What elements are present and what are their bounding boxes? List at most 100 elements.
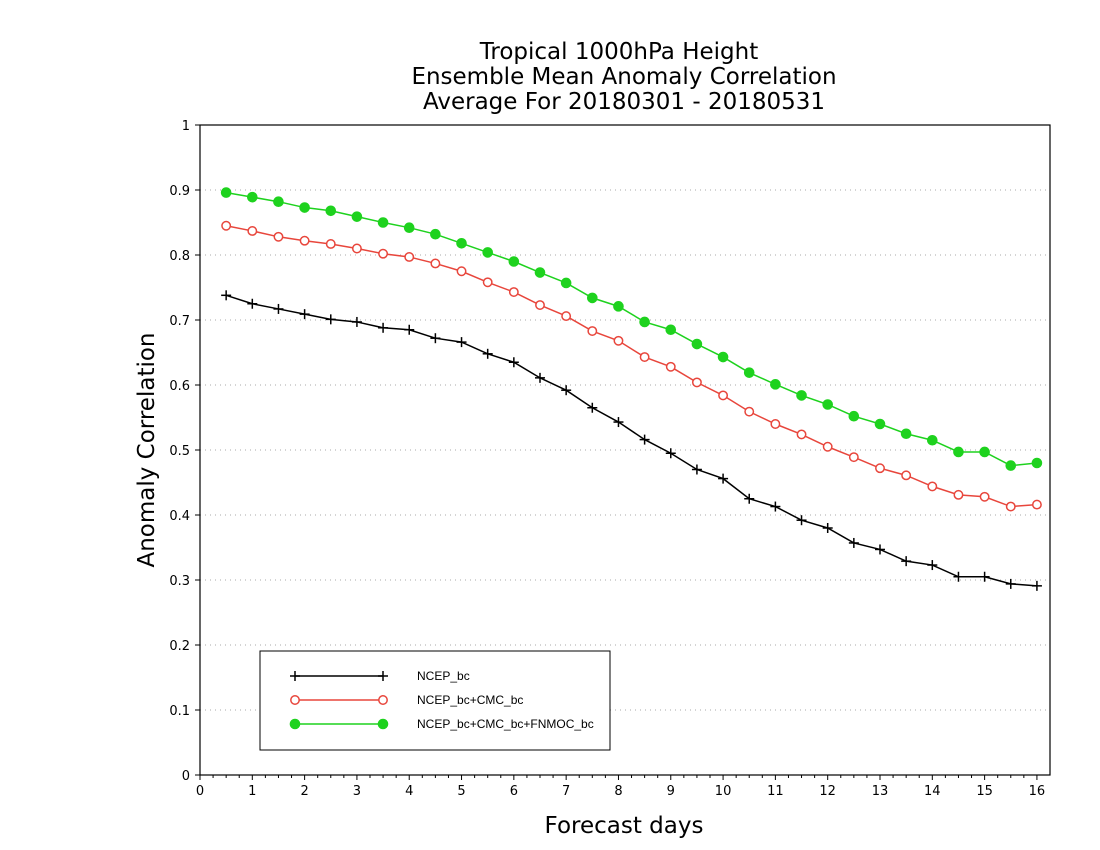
series-line: [225, 294, 1037, 587]
gridlines: [200, 189, 1050, 711]
data-point: [1005, 501, 1016, 512]
data-point: [770, 501, 781, 512]
data-point: [247, 226, 258, 236]
data-point: [561, 385, 572, 396]
data-point: [378, 248, 389, 259]
data-point: [927, 434, 938, 446]
y-tick-label: 0.8: [169, 249, 190, 264]
data-point: [613, 335, 624, 346]
data-point: [325, 314, 336, 325]
x-tick-label: 2: [300, 784, 308, 799]
data-point: [665, 361, 676, 372]
data-point: [273, 231, 284, 242]
series-layer: [220, 187, 1043, 591]
legend-marker-start: [290, 695, 300, 705]
legend: NCEP_bc NCEP_bc+CMC_bc NCEP_bc+CMC_bc+FNMO…: [259, 650, 611, 751]
data-point: [717, 351, 729, 363]
x-tick-label: 15: [976, 784, 993, 799]
x-tick-label: 10: [715, 784, 732, 799]
data-point: [404, 324, 415, 335]
data-point: [299, 235, 310, 246]
data-point: [822, 523, 833, 533]
data-point: [848, 452, 859, 463]
data-point: [744, 406, 755, 417]
data-point: [691, 377, 702, 388]
data-point: [587, 292, 598, 304]
data-point: [561, 311, 572, 322]
data-point: [351, 211, 363, 222]
y-tick-label: 0.9: [169, 184, 190, 199]
data-point: [430, 333, 441, 344]
data-point: [979, 446, 990, 458]
y-tick-label: 0.6: [169, 379, 190, 394]
data-point: [822, 399, 833, 410]
x-axis: 0 1 2 3 4 5 6 7 8 9 10 11 12 13 14 15 16: [196, 775, 1045, 799]
data-point: [1005, 460, 1017, 471]
data-point: [718, 473, 729, 484]
data-point: [456, 337, 467, 348]
legend-item: NCEP_bc+CMC_bc: [290, 693, 523, 707]
data-point: [404, 252, 415, 262]
chart-title-line-3: Average For 20180301 - 20180531: [423, 89, 825, 115]
data-point: [377, 217, 389, 228]
data-point: [403, 222, 415, 233]
series-2: [221, 220, 1042, 512]
data-point: [456, 238, 467, 249]
x-tick-label: 0: [196, 784, 204, 799]
data-point: [770, 419, 781, 429]
legend-marker-start: [289, 718, 301, 730]
legend-label: NCEP_bc: [417, 669, 470, 683]
x-tick-label: 4: [405, 784, 413, 799]
data-point: [718, 390, 729, 401]
data-point: [1031, 580, 1042, 591]
data-point: [848, 537, 859, 548]
data-point: [875, 463, 885, 474]
data-point: [770, 379, 781, 390]
data-point: [822, 441, 833, 452]
legend-marker-end: [378, 695, 388, 705]
data-point: [221, 220, 232, 231]
y-axis: 0 0.1 0.2 0.3 0.4 0.5 0.6 0.7 0.8 0.9 1: [169, 119, 200, 784]
x-tick-label: 9: [667, 784, 675, 799]
y-tick-label: 0.3: [169, 574, 190, 589]
data-point: [325, 205, 337, 217]
legend-item: NCEP_bc+CMC_bc+FNMOC_bc: [289, 717, 594, 731]
x-tick-label: 14: [924, 784, 941, 799]
y-tick-label: 1: [182, 119, 190, 134]
x-tick-label: 3: [353, 784, 361, 799]
data-point: [979, 491, 990, 502]
data-point: [430, 228, 441, 240]
data-point: [221, 290, 232, 301]
data-point: [665, 324, 677, 336]
data-point: [744, 493, 755, 504]
data-point: [430, 258, 441, 269]
data-point: [796, 515, 807, 526]
series-line: [226, 225, 1037, 508]
data-point: [378, 322, 389, 333]
legend-item: NCEP_bc: [290, 669, 470, 683]
legend-label: NCEP_bc+CMC_bc: [417, 693, 523, 707]
data-point: [613, 417, 624, 428]
data-point: [299, 309, 310, 320]
data-point: [351, 316, 362, 327]
legend-marker-start: [290, 671, 300, 681]
data-point: [325, 239, 336, 249]
data-point: [1005, 578, 1016, 589]
y-tick-label: 0.4: [169, 509, 190, 524]
x-tick-label: 11: [767, 784, 784, 799]
legend-label: NCEP_bc+CMC_bc+FNMOC_bc: [417, 717, 594, 731]
data-point: [796, 429, 807, 440]
x-axis-label: Forecast days: [545, 813, 704, 839]
data-point: [351, 243, 362, 254]
y-tick-label: 0.5: [169, 444, 190, 459]
data-point: [639, 352, 650, 362]
data-point: [1031, 457, 1043, 469]
x-tick-label: 5: [457, 784, 465, 799]
data-point: [953, 446, 964, 458]
data-point: [299, 202, 310, 213]
x-tick-label: 16: [1029, 784, 1046, 799]
data-point: [535, 300, 545, 310]
data-point: [901, 556, 912, 567]
data-point: [508, 256, 520, 267]
x-tick-label: 7: [562, 784, 570, 799]
